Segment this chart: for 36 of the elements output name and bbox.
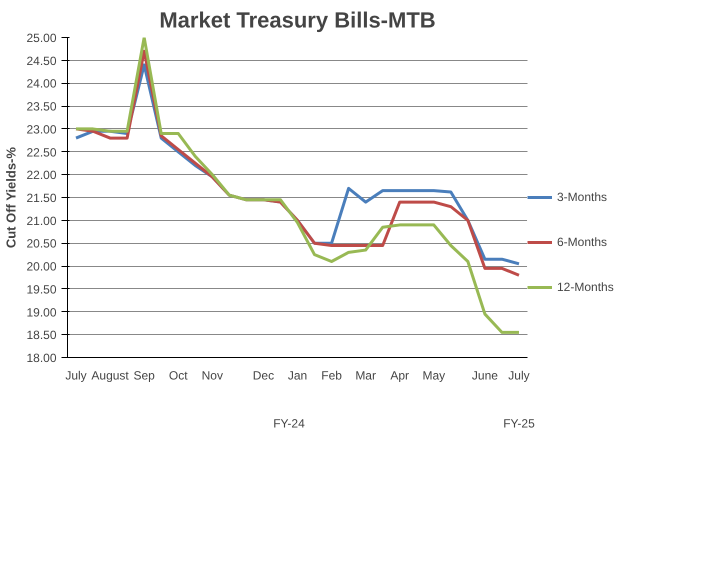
y-axis-title: Cut Off Yields-% [3, 146, 18, 248]
x-tick-label: Jan [288, 368, 308, 382]
y-tick-label: 24.00 [26, 76, 57, 91]
x-tick-label: May [422, 368, 446, 382]
x-tick-label: Apr [390, 368, 410, 382]
y-tick-label: 22.50 [26, 145, 57, 160]
text: FY-24 [273, 416, 306, 430]
y-tick-label: 24.50 [26, 54, 57, 68]
y-tick-label: 20.50 [26, 236, 57, 251]
x-tick-label: Sep [133, 368, 156, 382]
x-tick-label: Mar [355, 368, 376, 382]
x-tick-label: Oct [168, 368, 188, 382]
y-tick-label: 23.00 [26, 122, 57, 136]
y-tick-label: 25.00 [26, 31, 57, 45]
x-tick-label: August [91, 368, 130, 382]
y-tick-label: 22.00 [26, 168, 57, 182]
x-tick-label: Nov [202, 368, 223, 382]
x-tick-label: Feb [321, 368, 342, 382]
y-tick-label: 18.00 [26, 351, 57, 365]
y-tick-label: 23.50 [26, 100, 57, 114]
text: FY-25 [503, 416, 536, 430]
x-tick-label: July [508, 368, 530, 382]
y-tick-label: 19.50 [26, 282, 57, 296]
x-tick-label: Dec [252, 368, 274, 382]
y-tick-label: 20.00 [26, 260, 57, 274]
legend-label: 3-Months [557, 190, 608, 204]
legend-label: 12-Months [557, 280, 614, 294]
line-series [74, 38, 520, 334]
legend-label: 6-Months [557, 235, 608, 249]
y-tick-label: 21.50 [26, 191, 57, 205]
chart-title: Market Treasury Bills-MTB [159, 8, 436, 32]
x-tick-label: July [65, 368, 87, 382]
y-tick-label: 18.50 [26, 328, 57, 342]
x-tick-label: June [472, 368, 498, 382]
y-tick-label: 19.00 [26, 305, 57, 320]
y-tick-label: 21.00 [26, 214, 57, 228]
